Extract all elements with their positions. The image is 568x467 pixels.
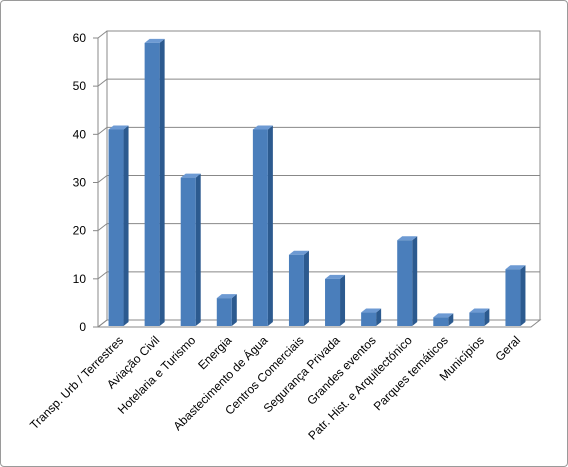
bar-side [376, 308, 382, 326]
bar-top [108, 125, 129, 130]
bar-front [216, 298, 232, 326]
grid-line [97, 223, 108, 232]
y-tick-label: 40 [73, 127, 87, 141]
x-tick-label: Geral [492, 333, 523, 364]
bar-side [448, 313, 454, 326]
bar-front [288, 254, 304, 326]
bar-top [144, 38, 165, 43]
y-tick-label: 50 [73, 79, 87, 93]
bar-top [325, 274, 346, 279]
bar-front [397, 240, 413, 326]
bar-top [433, 313, 454, 318]
grid-line [97, 78, 108, 87]
bar-front [144, 42, 160, 327]
bar [397, 236, 418, 326]
bar [180, 173, 201, 326]
bar [288, 250, 309, 326]
y-tick-label: 10 [73, 272, 87, 286]
y-tick-label: 20 [73, 224, 87, 238]
bar-front [433, 317, 449, 326]
bar-front [252, 129, 268, 326]
bar-front [325, 278, 341, 326]
grid-line [97, 175, 108, 183]
y-tick-label: 60 [73, 31, 87, 45]
bar-top [361, 308, 382, 313]
bar-top [252, 125, 273, 130]
bar [252, 125, 273, 327]
bar-side [159, 38, 165, 327]
grid-line [97, 271, 108, 280]
bar-side [195, 173, 201, 326]
grid-line [97, 30, 108, 39]
bar-front [469, 312, 485, 326]
y-tick-label: 0 [79, 320, 86, 334]
bar-top [288, 250, 309, 255]
bar-front [108, 129, 124, 326]
bar [216, 294, 237, 326]
grid-line [97, 126, 108, 135]
bar [108, 125, 129, 327]
bar-front [361, 312, 377, 326]
bar-front [505, 269, 521, 326]
bar-side [303, 250, 309, 326]
bar [505, 265, 526, 326]
bar [144, 38, 165, 327]
bar-top [216, 294, 237, 299]
bar-side [484, 308, 490, 326]
bar-side [123, 125, 129, 327]
bar-top [180, 173, 201, 178]
bar [469, 308, 490, 326]
bar-side [340, 274, 346, 326]
bar-front [180, 177, 196, 326]
bar [361, 308, 382, 326]
bar [325, 274, 346, 326]
bar-top [505, 265, 526, 270]
bar-top [397, 236, 418, 241]
bar [433, 313, 454, 326]
bar-side [520, 265, 526, 326]
y-tick-label: 30 [73, 176, 87, 190]
grid-line [97, 319, 108, 328]
bar-side [412, 236, 418, 326]
bar-top [469, 308, 490, 313]
bar-side [231, 294, 237, 326]
bar-side [267, 125, 273, 327]
